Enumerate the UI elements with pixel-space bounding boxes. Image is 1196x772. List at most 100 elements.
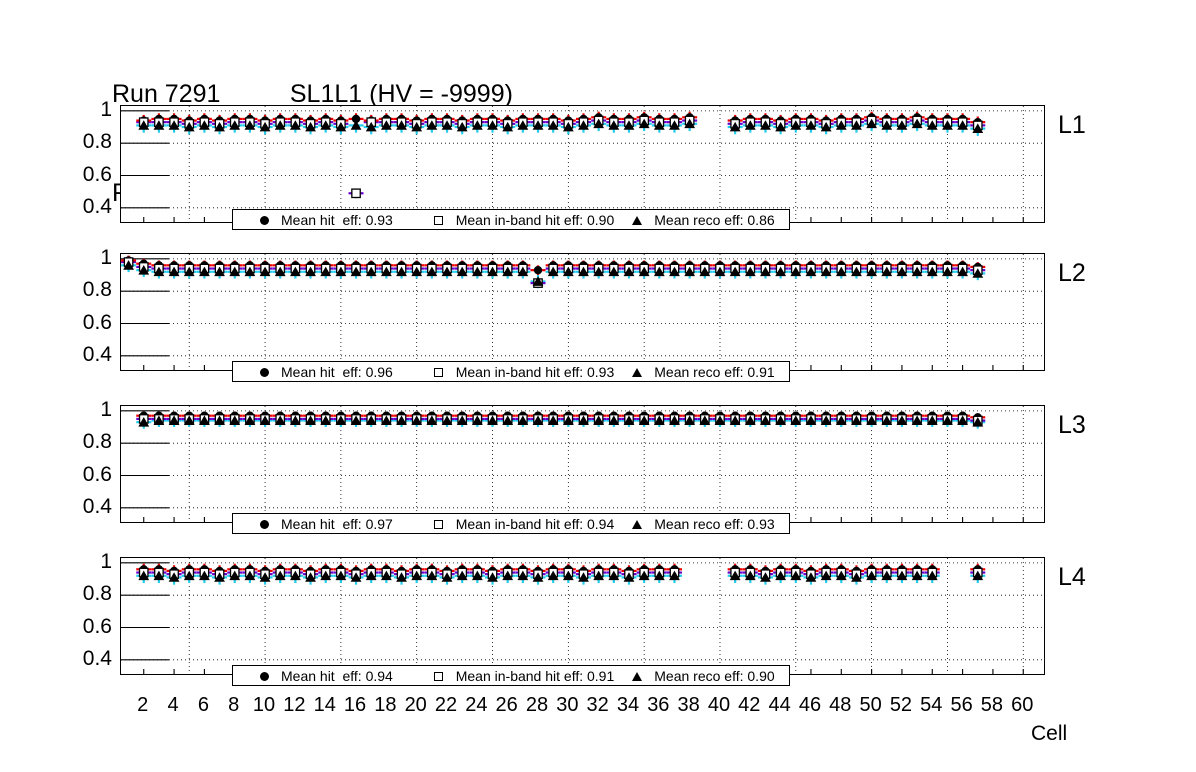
- open-square-glyph: [434, 367, 444, 377]
- markers-reco-eff: [123, 260, 984, 286]
- panel-frame: [120, 253, 1045, 371]
- y-tick-label: 0.6: [82, 310, 112, 334]
- x-tick-label: 44: [768, 694, 791, 716]
- legend-text: Mean reco eff: 0.86: [654, 211, 775, 228]
- legend-l3: Mean hit eff: 0.97 Mean in-band hit eff: …: [232, 513, 790, 534]
- panel-frame: [120, 557, 1045, 675]
- title-line-1: Run 7291 SL1L1 (HV = -9999): [112, 80, 513, 108]
- plot-panel-l3: [120, 405, 1045, 523]
- y-tick-marks: [121, 410, 1024, 522]
- x-tick-label: 22: [434, 694, 458, 716]
- x-tick-label: 28: [525, 694, 549, 716]
- legend-text: Mean in-band hit eff: 0.94: [455, 515, 615, 532]
- x-tick-label: 46: [798, 694, 822, 716]
- legend-text: Mean reco eff: 0.90: [654, 667, 775, 684]
- plot-panel-l4: [120, 557, 1045, 675]
- legend-text: Mean hit eff: 0.94: [281, 667, 393, 684]
- y-tick-label: 1: [100, 245, 112, 269]
- y-tick-label: 1: [100, 549, 112, 573]
- legend-text: Mean in-band hit eff: 0.93: [455, 363, 615, 380]
- filled-triangle-icon: [628, 516, 646, 532]
- plot-panel-l1: [120, 105, 1045, 223]
- y-tick-label: 0.4: [82, 646, 112, 670]
- panel-graphics: [121, 106, 1044, 222]
- y-tick-label: 0.4: [82, 194, 112, 218]
- open-square-glyph: [434, 519, 444, 529]
- legend-entry: Mean hit eff: 0.93: [233, 212, 416, 228]
- x-tick-label: 38: [677, 694, 700, 716]
- filled-triangle-glyph: [632, 671, 643, 681]
- open-square-icon: [430, 516, 448, 532]
- open-square-icon: [430, 668, 448, 684]
- legend-entry: Mean reco eff: 0.90: [614, 668, 789, 684]
- y-tick-label: 0.8: [82, 278, 112, 302]
- x-tick-label: 2: [137, 694, 149, 716]
- filled-triangle-icon: [628, 212, 646, 228]
- filled-triangle-icon: [628, 364, 646, 380]
- panel-frame: [120, 405, 1045, 523]
- legend-text: Mean reco eff: 0.91: [654, 363, 775, 380]
- legend-entry: Mean reco eff: 0.86: [614, 212, 789, 228]
- open-square-icon: [430, 364, 448, 380]
- filled-circle-icon: [255, 212, 273, 228]
- legend-text: Mean in-band hit eff: 0.91: [455, 667, 615, 684]
- x-tick-label: 60: [1011, 694, 1034, 716]
- x-tick-label: 6: [197, 694, 209, 716]
- y-tick-label: 0.4: [82, 342, 112, 366]
- open-square-glyph: [434, 215, 444, 225]
- x-tick-label: 10: [252, 694, 276, 716]
- legend-text: Mean reco eff: 0.93: [654, 515, 775, 532]
- legend-entry: Mean hit eff: 0.94: [233, 668, 416, 684]
- y-tick-label: 0.8: [82, 430, 112, 454]
- x-tick-label: 4: [167, 694, 179, 716]
- filled-circle-icon: [255, 668, 273, 684]
- x-tick-label: 20: [404, 694, 427, 716]
- open-square-icon: [430, 212, 448, 228]
- markers-reco-eff: [138, 570, 984, 582]
- legend-entry: Mean in-band hit eff: 0.94: [416, 515, 615, 532]
- filled-triangle-glyph: [632, 215, 643, 225]
- x-tick-label: 48: [829, 694, 852, 716]
- open-square-glyph: [434, 671, 444, 681]
- filled-circle-glyph: [259, 215, 269, 225]
- x-tick-label: 24: [465, 694, 488, 716]
- y-tick-label: 1: [100, 97, 112, 121]
- x-tick-label: 16: [343, 694, 367, 716]
- y-tick-label: 0.4: [82, 494, 112, 518]
- panel-graphics: [121, 254, 1044, 370]
- y-tick-label: 0.8: [82, 582, 112, 606]
- x-tick-label: 18: [374, 694, 397, 716]
- plot-panel-l2: [120, 253, 1045, 371]
- legend-entry: Mean in-band hit eff: 0.93: [416, 363, 615, 380]
- filled-circle-icon: [255, 364, 273, 380]
- x-tick-label: 50: [859, 694, 882, 716]
- x-tick-label: 54: [920, 694, 943, 716]
- x-tick-label: 12: [283, 694, 306, 716]
- panel-label-l3: L3: [1058, 411, 1086, 439]
- filled-triangle-glyph: [632, 367, 643, 377]
- legend-text: Mean hit eff: 0.97: [281, 515, 393, 532]
- x-tick-label: 58: [980, 694, 1004, 716]
- legend-l4: Mean hit eff: 0.94 Mean in-band hit eff: …: [232, 665, 790, 686]
- filled-triangle-glyph: [632, 519, 643, 529]
- legend-entry: Mean hit eff: 0.97: [233, 516, 416, 532]
- legend-text: Mean in-band hit eff: 0.90: [455, 211, 615, 228]
- markers-reco-eff: [138, 118, 984, 134]
- legend-entry: Mean hit eff: 0.96: [233, 364, 416, 380]
- legend-text: Mean hit eff: 0.93: [281, 211, 393, 228]
- y-tick-label: 0.6: [82, 462, 112, 486]
- x-tick-label: 52: [889, 694, 913, 716]
- filled-circle-icon: [255, 516, 273, 532]
- x-tick-label: 42: [738, 694, 761, 716]
- legend-text: Mean hit eff: 0.96: [281, 363, 393, 380]
- y-tick-label: 0.6: [82, 162, 112, 186]
- panel-graphics: [121, 558, 1044, 674]
- panel-label-l2: L2: [1058, 259, 1086, 287]
- x-tick-label: 26: [495, 694, 518, 716]
- x-tick-label: 40: [707, 694, 731, 716]
- x-tick-label: 34: [616, 694, 640, 716]
- legend-l1: Mean hit eff: 0.93 Mean in-band hit eff: …: [232, 209, 790, 230]
- y-tick-label: 0.6: [82, 614, 112, 638]
- markers-reco-eff: [138, 415, 984, 427]
